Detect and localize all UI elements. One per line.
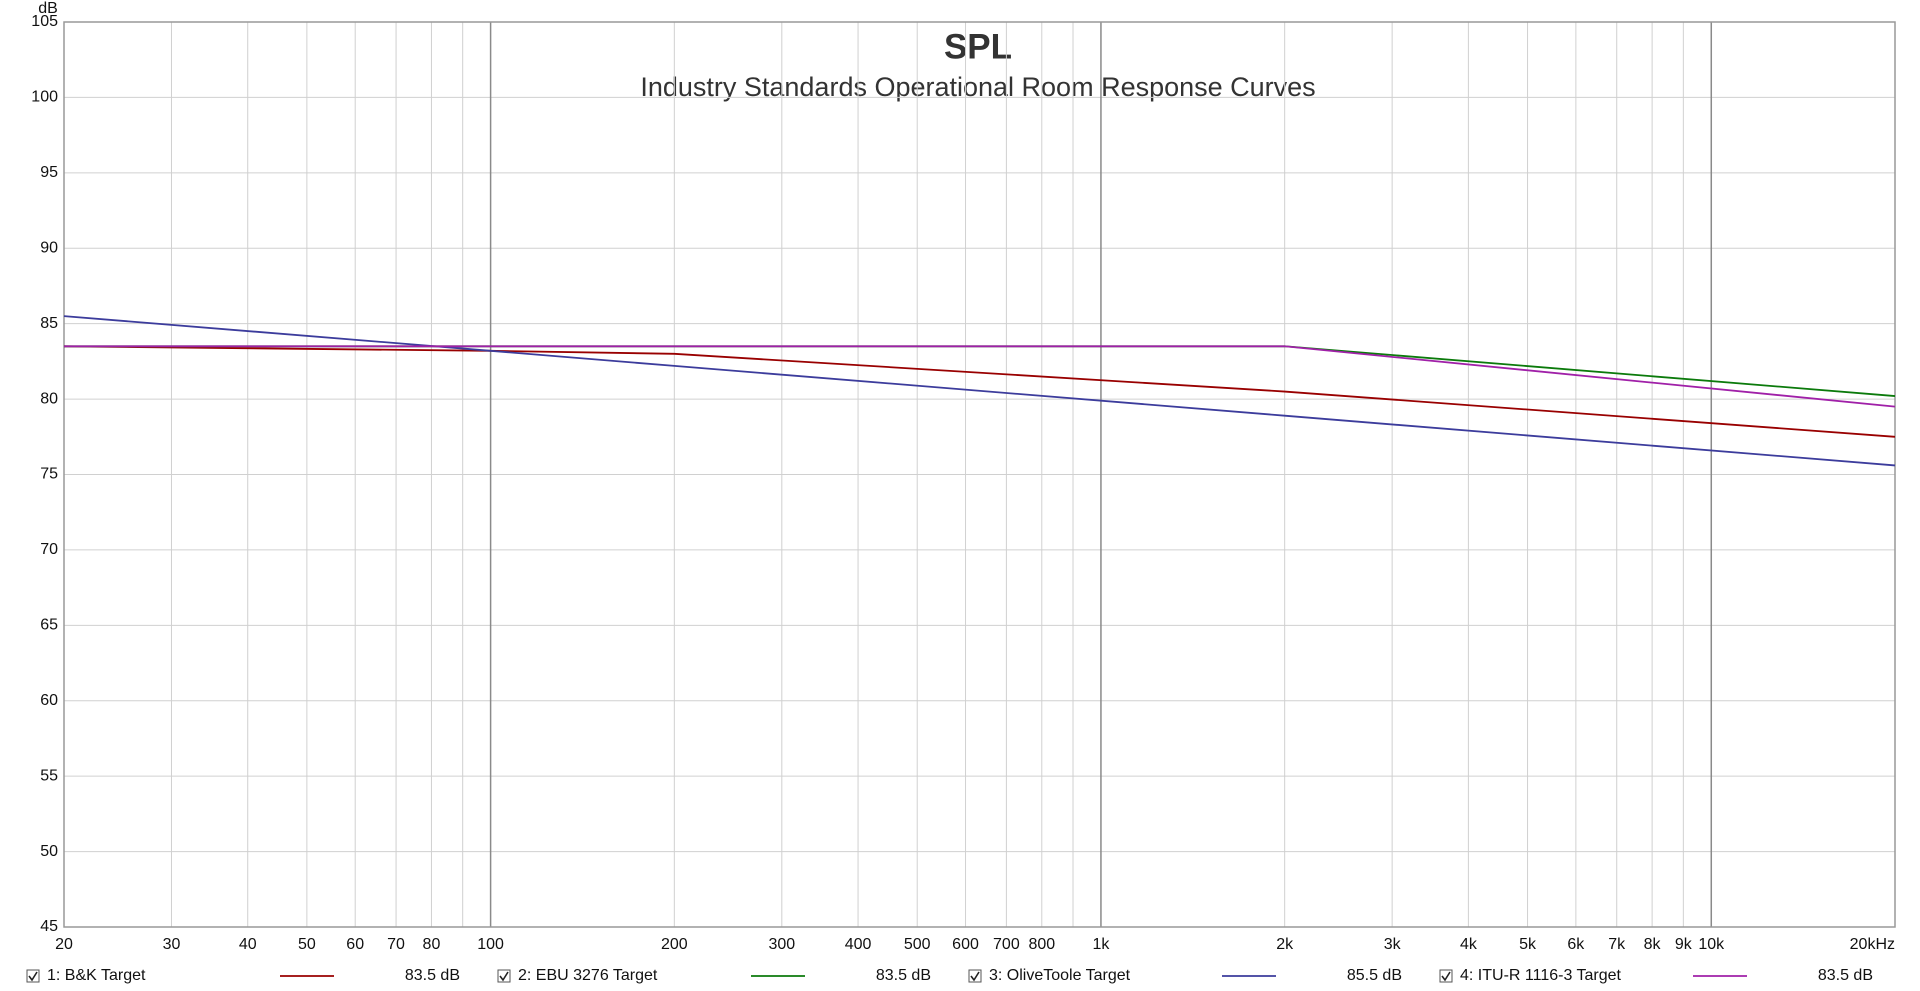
x-tick-label: 700 [993,936,1020,953]
x-tick-label: 4k [1460,936,1478,953]
legend-label: 3: OliveToole Target [989,967,1131,984]
x-tick-label: 10k [1698,936,1725,953]
y-tick-label: 55 [40,767,58,784]
x-tick-label: 70 [387,936,405,953]
series-line [64,345,1896,408]
x-tick-label: 6k [1567,936,1585,953]
y-tick-label: 50 [40,843,58,860]
series-line [63,345,1896,438]
legend-level: 83.5 dB [876,967,931,984]
legend-label: 4: ITU-R 1116-3 Target [1460,967,1622,984]
x-tick-label: 3k [1384,936,1402,953]
legend-checkmark [499,971,509,982]
x-tick-label: 60 [346,936,364,953]
chart-title: SPL [944,27,1012,66]
y-tick-label: 100 [31,89,58,106]
y-tick-label: 90 [40,239,58,256]
series-line [63,315,1896,467]
x-tick-label: 300 [768,936,795,953]
legend-level: 83.5 dB [1818,967,1873,984]
x-tick-label: 100 [477,936,504,953]
x-tick-label: 7k [1608,936,1626,953]
y-tick-label: 105 [31,13,58,30]
legend-checkmark [1441,971,1451,982]
legend-checkmark [970,971,980,982]
y-tick-label: 80 [40,390,58,407]
x-tick-label: 20kHz [1850,936,1895,953]
x-tick-label: 8k [1644,936,1662,953]
legend-label: 2: EBU 3276 Target [518,967,658,984]
y-axis-label: dB [38,0,58,17]
x-tick-label: 5k [1519,936,1537,953]
x-tick-label: 200 [661,936,688,953]
x-tick-label: 400 [845,936,872,953]
legend-level: 85.5 dB [1347,967,1402,984]
y-tick-label: 60 [40,692,58,709]
plot-frame [63,21,1896,928]
legend-checkbox[interactable] [26,969,40,983]
x-tick-label: 1k [1092,936,1110,953]
x-tick-label: 40 [239,936,257,953]
y-tick-label: 65 [40,617,58,634]
y-tick-label: 95 [40,164,58,181]
y-tick-label: 85 [40,315,58,332]
legend-checkbox[interactable] [1439,969,1453,983]
legend-checkmark [28,971,38,982]
y-tick-label: 45 [40,918,58,935]
y-tick-label: 70 [40,541,58,558]
legend-checkbox[interactable] [497,969,511,983]
x-tick-label: 20 [55,936,73,953]
x-tick-label: 30 [163,936,181,953]
x-tick-label: 800 [1028,936,1055,953]
legend-label: 1: B&K Target [47,967,146,984]
y-tick-label: 75 [40,466,58,483]
legend-level: 83.5 dB [405,967,460,984]
x-tick-label: 500 [904,936,931,953]
legend-checkbox[interactable] [968,969,982,983]
x-tick-label: 80 [423,936,441,953]
x-tick-label: 600 [952,936,979,953]
x-tick-label: 2k [1276,936,1294,953]
x-tick-label: 9k [1675,936,1693,953]
x-tick-label: 50 [298,936,316,953]
